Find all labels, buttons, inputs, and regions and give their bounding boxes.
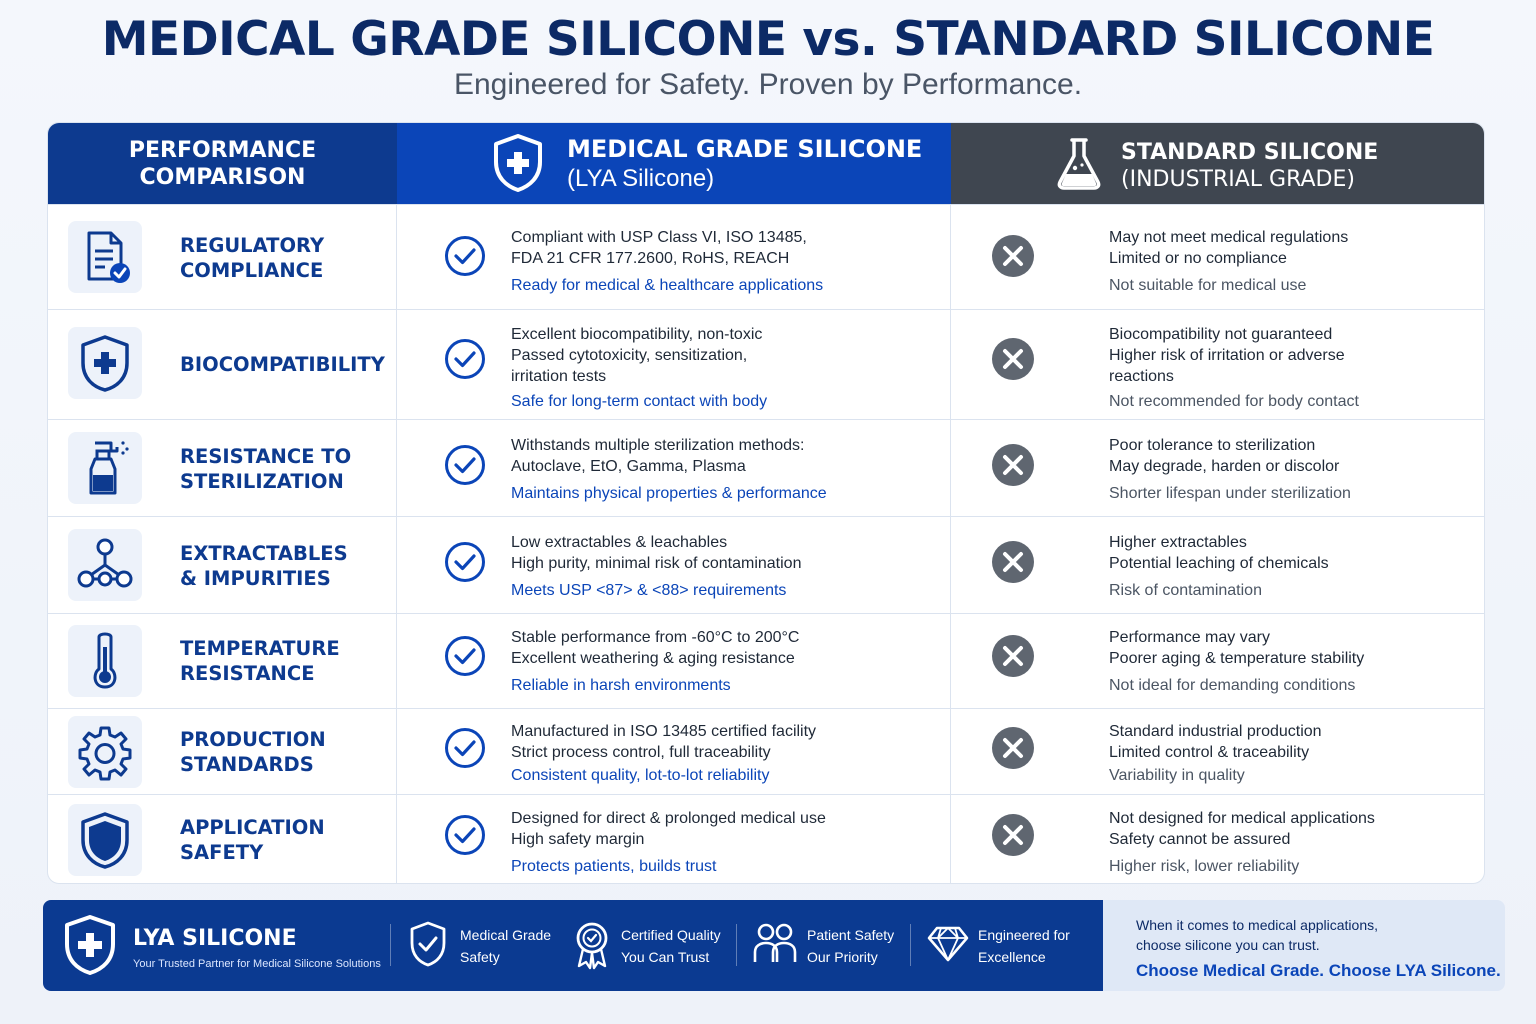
medical-description: Excellent biocompatibility, non-toxic Pas… [511, 326, 768, 410]
table-row: BIOCOMPATIBILITY Excellent biocompatibil… [48, 309, 1484, 419]
cross-icon [992, 338, 1034, 380]
cross-icon [992, 814, 1034, 856]
footer-brand-name: LYA SILICONE [133, 926, 297, 951]
document-check-icon [68, 221, 142, 293]
check-icon [445, 815, 485, 855]
molecule-icon [68, 529, 142, 601]
footer-brand-panel: LYA SILICONE Your Trusted Partner for Me… [43, 900, 1103, 991]
header-standard-silicone: STANDARD SILICONE (INDUSTRIAL GRADE) [951, 123, 1484, 204]
feature-engineered-for-excellence: Engineered for Excellence [978, 927, 1070, 965]
page-subtitle: Engineered for Safety. Proven by Perform… [453, 68, 1083, 101]
check-icon [445, 728, 485, 768]
cross-icon [992, 235, 1034, 277]
feature-medical-grade-safety: Medical Grade Safety [460, 927, 552, 965]
table-row: EXTRACTABLES & IMPURITIES Low extractable… [48, 516, 1484, 613]
cross-icon [992, 444, 1034, 486]
flask-icon [1055, 136, 1103, 195]
row-title-regulatory-compliance: REGULATORY COMPLIANCE [180, 234, 325, 282]
page-title: MEDICAL GRADE SILICONE vs. STANDARD SILI… [101, 12, 1435, 67]
footer-banner: LYA SILICONE Your Trusted Partner for Me… [43, 900, 1505, 991]
row-title-application-safety: APPLICATION SAFETY [180, 816, 325, 864]
cross-icon [992, 541, 1034, 583]
footer-tagline: Your Trusted Partner for Medical Silicon… [133, 958, 381, 970]
header-perf-line1: PERFORMANCE [128, 137, 317, 163]
medical-description: Low extractables & leachables High purity… [511, 534, 802, 599]
row-title-biocompatibility: BIOCOMPATIBILITY [180, 353, 385, 376]
check-icon [445, 339, 485, 379]
shield-cross-icon [63, 914, 117, 981]
table-row: RESISTANCE TO STERILIZATION Withstands mu… [48, 419, 1484, 516]
footer-callout-line2: choose silicone you can trust. [1136, 937, 1320, 953]
table-row: APPLICATION SAFETY Designed for direct & … [48, 794, 1484, 883]
shield-cross-icon [491, 133, 545, 198]
check-icon [445, 636, 485, 676]
row-title-resistance-to-sterilization: RESISTANCE TO STERILIZATION [180, 445, 352, 493]
check-icon [445, 445, 485, 485]
footer-cta: Choose Medical Grade. Choose LYA Silicon… [1136, 961, 1501, 980]
header-medical-line2: (LYA Silicone) [567, 165, 715, 192]
shield-check-icon [409, 920, 447, 973]
comparison-table: PERFORMANCE COMPARISON MEDICAL GRADE SIL… [47, 122, 1485, 884]
footer-callout-line1: When it comes to medical applications, [1136, 917, 1378, 933]
medical-description: Stable performance from -60°C to 200°C Ex… [511, 629, 800, 694]
header-standard-line2: (INDUSTRIAL GRADE) [1121, 167, 1355, 192]
header-medical-line1: MEDICAL GRADE SILICONE [567, 135, 923, 163]
spray-bottle-icon [68, 432, 142, 504]
feature-certified-quality: Certified Quality You Can Trust [621, 927, 721, 965]
thermometer-icon [68, 625, 142, 697]
check-icon [445, 236, 485, 276]
header-performance-comparison: PERFORMANCE COMPARISON [48, 123, 397, 204]
standard-description: Biocompatibility not guaranteed Higher ri… [1109, 326, 1359, 410]
table-row: TEMPERATURE RESISTANCE Stable performance… [48, 613, 1484, 708]
check-icon [445, 542, 485, 582]
standard-description: May not meet medical regulations Limited … [1109, 229, 1349, 294]
standard-description: Performance may vary Poorer aging & tempe… [1109, 629, 1365, 694]
award-badge-icon [573, 920, 611, 975]
people-icon [752, 922, 798, 969]
shield-icon [68, 804, 142, 876]
medical-description: Designed for direct & prolonged medical … [511, 810, 826, 875]
standard-description: Higher extractables Potential leaching of… [1109, 534, 1329, 599]
diamond-icon [927, 925, 969, 968]
feature-patient-safety: Patient Safety Our Priority [807, 927, 895, 965]
header-medical-grade: MEDICAL GRADE SILICONE (LYA Silicone) [397, 123, 951, 204]
header-standard-line1: STANDARD SILICONE [1121, 140, 1379, 165]
shield-cross-icon [68, 327, 142, 399]
standard-description: Poor tolerance to sterilization May degra… [1109, 437, 1351, 502]
table-row: REGULATORY COMPLIANCE Compliant with USP … [48, 204, 1484, 309]
row-title-production-standards: PRODUCTION STANDARDS [180, 728, 326, 776]
row-title-temperature-resistance: TEMPERATURE RESISTANCE [180, 637, 340, 685]
cross-icon [992, 635, 1034, 677]
cross-icon [992, 727, 1034, 769]
gear-icon [68, 716, 142, 788]
medical-description: Compliant with USP Class VI, ISO 13485, F… [511, 229, 824, 294]
medical-description: Manufactured in ISO 13485 certified faci… [511, 723, 817, 784]
table-row: PRODUCTION STANDARDS Manufactured in ISO … [48, 708, 1484, 794]
standard-description: Not designed for medical applications Saf… [1109, 810, 1375, 875]
footer-callout: When it comes to medical applications, c… [1136, 915, 1501, 981]
row-title-extractables-impurities: EXTRACTABLES & IMPURITIES [180, 542, 348, 590]
medical-description: Withstands multiple sterilization method… [511, 437, 827, 502]
standard-description: Standard industrial production Limited co… [1109, 723, 1322, 784]
header-perf-line2: COMPARISON [139, 164, 306, 190]
